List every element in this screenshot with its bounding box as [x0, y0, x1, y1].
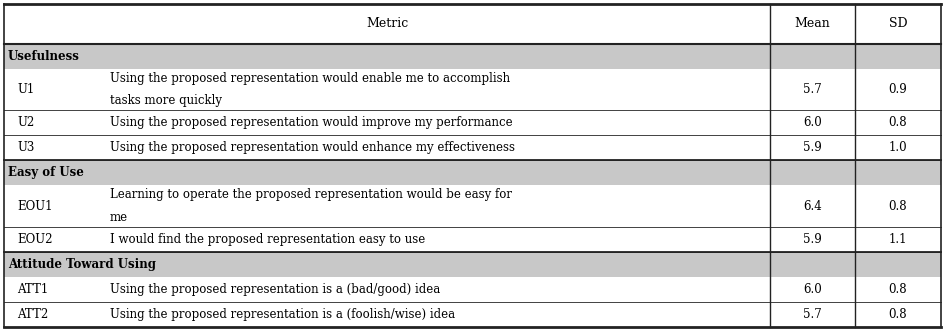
Text: SD: SD: [887, 18, 906, 30]
Text: U3: U3: [17, 141, 35, 154]
Bar: [4, 44, 940, 69]
Text: 0.8: 0.8: [887, 200, 906, 213]
Text: U2: U2: [17, 116, 35, 129]
Bar: [4, 4, 940, 44]
Text: 6.0: 6.0: [802, 283, 821, 296]
Text: 5.9: 5.9: [802, 233, 821, 246]
Text: Mean: Mean: [794, 18, 830, 30]
Text: tasks more quickly: tasks more quickly: [110, 94, 222, 107]
Text: ATT1: ATT1: [17, 283, 49, 296]
Bar: [4, 302, 940, 327]
Text: Metric: Metric: [365, 18, 408, 30]
Text: 0.8: 0.8: [887, 283, 906, 296]
Bar: [4, 135, 940, 160]
Text: Usefulness: Usefulness: [8, 50, 80, 63]
Text: Using the proposed representation would improve my performance: Using the proposed representation would …: [110, 116, 512, 129]
Text: Learning to operate the proposed representation would be easy for: Learning to operate the proposed represe…: [110, 188, 512, 202]
Bar: [4, 69, 940, 110]
Text: EOU2: EOU2: [17, 233, 53, 246]
Text: Using the proposed representation is a (bad/good) idea: Using the proposed representation is a (…: [110, 283, 440, 296]
Bar: [4, 252, 940, 277]
Text: 5.7: 5.7: [802, 308, 821, 321]
Text: Using the proposed representation would enhance my effectiveness: Using the proposed representation would …: [110, 141, 514, 154]
Text: Easy of Use: Easy of Use: [8, 166, 84, 179]
Text: 6.4: 6.4: [802, 200, 821, 213]
Text: Using the proposed representation is a (foolish/wise) idea: Using the proposed representation is a (…: [110, 308, 455, 321]
Bar: [4, 160, 940, 185]
Text: 6.0: 6.0: [802, 116, 821, 129]
Text: 1.1: 1.1: [887, 233, 906, 246]
Text: ATT2: ATT2: [17, 308, 49, 321]
Text: 0.9: 0.9: [887, 83, 906, 96]
Text: me: me: [110, 211, 128, 224]
Bar: [4, 110, 940, 135]
Bar: [4, 277, 940, 302]
Text: Using the proposed representation would enable me to accomplish: Using the proposed representation would …: [110, 72, 510, 85]
Bar: [4, 226, 940, 252]
Text: 0.8: 0.8: [887, 308, 906, 321]
Bar: [4, 185, 940, 226]
Text: 1.0: 1.0: [887, 141, 906, 154]
Text: U1: U1: [17, 83, 35, 96]
Text: 5.9: 5.9: [802, 141, 821, 154]
Text: I would find the proposed representation easy to use: I would find the proposed representation…: [110, 233, 425, 246]
Text: EOU1: EOU1: [17, 200, 53, 213]
Text: 5.7: 5.7: [802, 83, 821, 96]
Text: Attitude Toward Using: Attitude Toward Using: [8, 258, 156, 271]
Text: 0.8: 0.8: [887, 116, 906, 129]
